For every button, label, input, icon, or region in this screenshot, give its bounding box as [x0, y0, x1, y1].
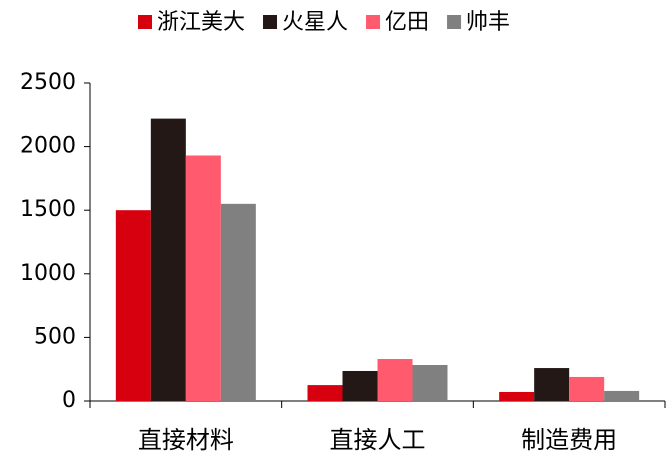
- bar: [220, 203, 256, 401]
- x-tick-label: 直接材料: [138, 426, 234, 454]
- legend-swatch: [138, 15, 152, 29]
- bar: [534, 368, 570, 401]
- bar: [604, 390, 640, 401]
- x-tick-label: 制造费用: [521, 426, 617, 454]
- y-tick-label: 2500: [20, 70, 76, 95]
- bar: [499, 391, 535, 401]
- y-tick-label: 1500: [20, 197, 76, 222]
- legend-swatch: [366, 15, 381, 29]
- legend-label: 火星人: [282, 10, 348, 35]
- bar: [150, 118, 186, 401]
- bar: [115, 210, 151, 401]
- legend-swatch: [263, 15, 278, 29]
- y-tick-label: 1000: [20, 261, 76, 286]
- legend-label: 亿田: [385, 10, 429, 35]
- y-tick-label: 500: [34, 324, 76, 349]
- y-tick-label: 0: [62, 388, 76, 413]
- bar: [377, 359, 413, 401]
- bar: [569, 376, 605, 401]
- legend-label: 浙江美大: [157, 10, 245, 35]
- x-tick-label: 直接人工: [330, 426, 426, 454]
- bar: [185, 155, 221, 401]
- legend-swatch: [447, 15, 462, 29]
- bar: [412, 365, 448, 401]
- bar: [342, 370, 378, 401]
- y-tick-label: 2000: [20, 134, 76, 159]
- bar: [307, 385, 343, 401]
- legend-label: 帅丰: [466, 10, 510, 35]
